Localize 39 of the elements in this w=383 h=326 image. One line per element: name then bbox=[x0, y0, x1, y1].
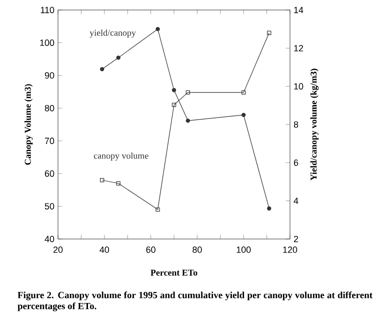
x-tick-label: 80 bbox=[192, 246, 202, 253]
point bbox=[116, 181, 120, 186]
y-tick-label: 40 bbox=[44, 236, 54, 242]
y-tick-label: 60 bbox=[44, 170, 54, 177]
y2-tick-label: 12 bbox=[294, 45, 304, 52]
y2-axis-title: Yield/canopy volume (kg/m3) bbox=[310, 68, 319, 180]
y2-tick-label: 2 bbox=[294, 236, 298, 242]
point bbox=[186, 90, 190, 95]
y-tick-label: 100 bbox=[40, 40, 54, 46]
y-tick-label: 70 bbox=[44, 138, 54, 144]
series-label: canopy volume bbox=[94, 152, 148, 161]
x-tick-label: 60 bbox=[146, 246, 156, 253]
y2-tick-label: 14 bbox=[294, 6, 304, 14]
caption: Figure 2. Canopy volume for 1995 and cumulative yield per canopy volume at different percentages of ETo. bbox=[18, 292, 372, 312]
point bbox=[156, 26, 160, 32]
series-label: yield/canopy bbox=[90, 29, 136, 38]
point bbox=[242, 112, 246, 118]
y-tick-label: 50 bbox=[44, 203, 54, 210]
point bbox=[267, 206, 272, 211]
point bbox=[172, 102, 176, 107]
y-axis-title: Canopy Volume (m3) bbox=[24, 84, 33, 165]
point bbox=[156, 207, 160, 212]
x-tick-label: 100 bbox=[236, 246, 251, 253]
point bbox=[116, 56, 120, 60]
x-axis-title: Percent ETo bbox=[150, 270, 198, 276]
y-tick-label: 80 bbox=[44, 104, 54, 112]
y-tick-label: 110 bbox=[40, 6, 54, 14]
x-tick-label: 40 bbox=[100, 246, 110, 253]
point bbox=[172, 88, 176, 92]
x-tick-label: 120 bbox=[283, 246, 298, 253]
point bbox=[186, 118, 190, 123]
point bbox=[100, 67, 104, 72]
x-tick-label: 20 bbox=[53, 246, 63, 253]
y2-tick-label: 4 bbox=[294, 198, 298, 204]
y-tick-label: 90 bbox=[44, 72, 54, 79]
y2-tick-label: 8 bbox=[294, 121, 298, 128]
y2-tick-label: 10 bbox=[294, 83, 304, 90]
point bbox=[242, 90, 246, 95]
y2-tick-label: 6 bbox=[294, 159, 298, 166]
